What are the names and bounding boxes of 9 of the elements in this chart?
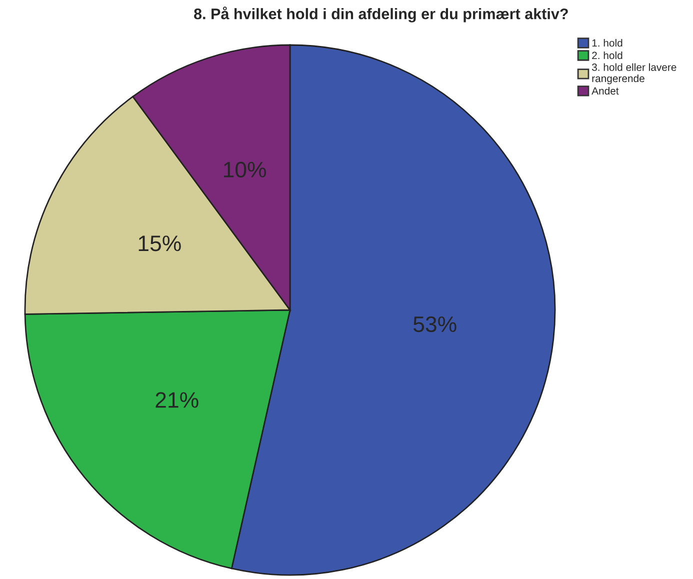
data-label: 53%: [414, 316, 456, 332]
legend-label: 3. hold eller lavere rangerende: [592, 63, 676, 84]
data-label: 15%: [138, 236, 181, 252]
chart-title: 8. På hvilket hold i din afdeling er du primært aktiv?: [194, 6, 568, 22]
data-label: 21%: [156, 392, 198, 408]
data-label: 10%: [224, 162, 266, 178]
legend-label: 1. hold: [592, 39, 622, 47]
legend-label: Andet: [592, 86, 619, 95]
legend-label: 2. hold: [592, 51, 622, 60]
